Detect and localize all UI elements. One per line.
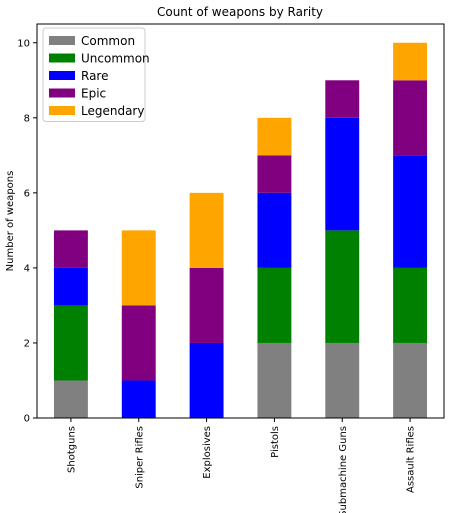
x-tick-label-pistols: Pistols [270,426,281,458]
bar-sniper-rifles-legendary [121,230,156,306]
legend-swatch-rare [49,71,75,80]
bar-explosives-legendary [189,192,224,268]
chart-title: Count of weapons by Rarity [157,5,323,19]
x-tick-label-submachine-guns: Submachine Guns [338,426,349,513]
legend-label-rare: Rare [81,69,108,83]
x-tick-label-assault-rifles: Assault Rifles [406,426,417,493]
bar-explosives-rare [189,342,224,418]
bar-pistols-common [257,342,292,418]
bar-shotguns-rare [53,267,88,306]
bar-assault-rifles-legendary [393,42,428,81]
bar-pistols-epic [257,155,292,193]
bar-shotguns-epic [53,230,88,268]
y-tick-label: 6 [24,188,30,199]
legend-swatch-legendary [49,106,75,115]
legend-swatch-epic [49,88,75,98]
y-axis-label: Number of weapons [5,171,16,272]
bar-pistols-legendary [257,117,292,156]
legend: Common Uncommon Rare Epic Legendary [42,27,150,122]
bar-submachine-guns-epic [325,80,360,118]
plot-frame [36,23,445,419]
bar-pistols-rare [257,192,292,268]
y-tick-label: 0 [24,414,30,425]
legend-swatch-common [49,36,75,45]
y-tick-label: 2 [24,338,30,349]
legend-label-common: Common [81,34,135,48]
y-axis: 0 2 4 6 8 10 [17,23,445,425]
bar-explosives-epic [189,267,224,343]
legend-swatch-uncommon [49,53,75,63]
y-tick-label: 10 [17,38,30,49]
legend-box [42,27,146,122]
bar-sniper-rifles-rare [121,380,156,418]
bars-group [53,42,428,418]
bar-assault-rifles-epic [393,80,428,156]
bar-assault-rifles-rare [393,155,428,268]
x-tick-label-shotguns: Shotguns [66,426,77,473]
legend-label-legendary: Legendary [81,104,144,118]
bar-submachine-guns-rare [325,117,360,231]
x-tick-label-sniper-rifles: Sniper Rifles [134,426,145,489]
bar-pistols-uncommon [257,267,292,343]
bar-sniper-rifles-epic [121,305,156,381]
y-tick-label: 8 [24,113,30,124]
bar-shotguns-common [53,380,88,418]
bar-submachine-guns-uncommon [325,230,360,343]
x-axis: Shotguns Sniper Rifles Explosives Pistols Su… [66,418,417,513]
bar-assault-rifles-common [393,342,428,418]
bar-assault-rifles-uncommon [393,267,428,343]
bar-shotguns-uncommon [53,305,88,381]
legend-label-epic: Epic [81,87,106,101]
bar-submachine-guns-common [325,342,360,418]
legend-label-uncommon: Uncommon [81,52,150,66]
y-tick-label: 4 [24,263,30,274]
x-tick-label-explosives: Explosives [202,426,213,479]
